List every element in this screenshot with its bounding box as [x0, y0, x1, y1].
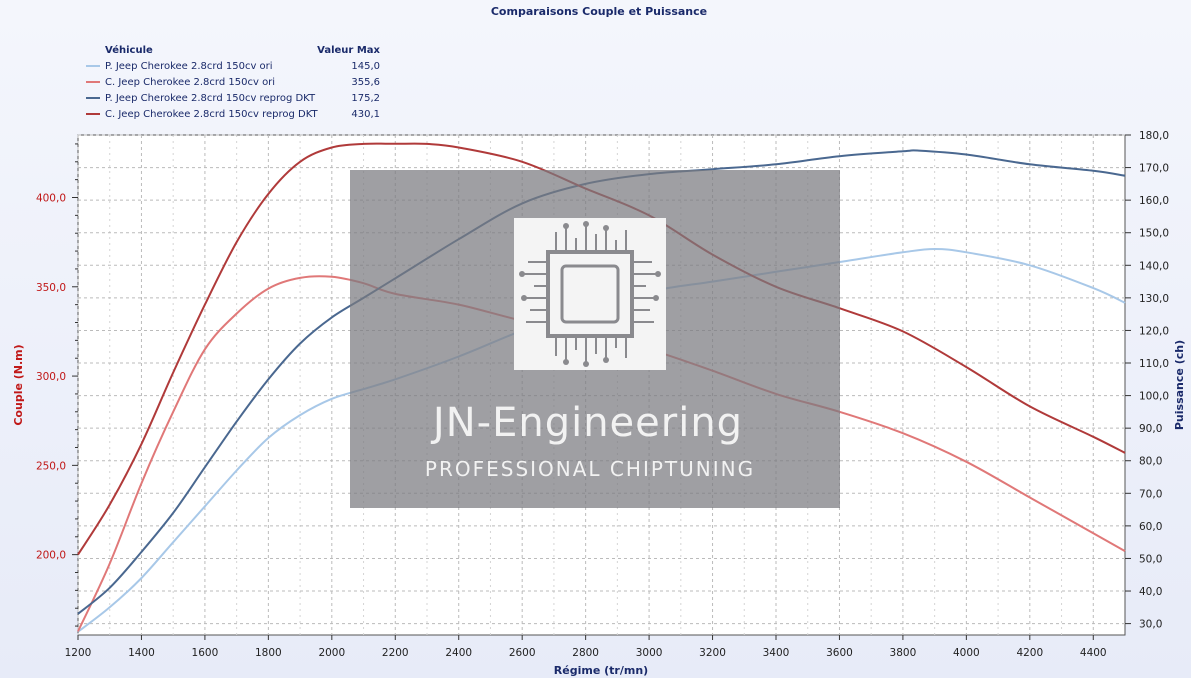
x-tick-label: 3000	[636, 647, 663, 659]
y-right-tick-label: 180,0	[1139, 130, 1169, 142]
x-tick-label: 4200	[1016, 647, 1043, 659]
series-line-torque-reprog	[77, 142, 1126, 556]
y-right-tick-label: 100,0	[1139, 391, 1169, 403]
x-tick-label: 3200	[699, 647, 726, 659]
chart-title: Comparaisons Couple et Puissance	[491, 5, 707, 18]
y-right-tick-label: 80,0	[1139, 456, 1162, 468]
x-tick-label: 4400	[1080, 647, 1107, 659]
y-right-tick-label: 50,0	[1139, 553, 1162, 565]
legend-header-value: Valeur Max	[317, 45, 380, 56]
y-right-tick-label: 150,0	[1139, 228, 1169, 240]
x-tick-label: 3800	[890, 647, 917, 659]
y-left-tick-label: 350,0	[36, 282, 66, 294]
y-axis-right: 30,0 40,0 50,0 60,0 70,0 80,0 90,0 100,0 110,0 12…	[1125, 130, 1169, 631]
legend-header-name: Véhicule	[105, 44, 153, 56]
x-tick-label: 2400	[445, 647, 472, 659]
x-tick-label: 1800	[255, 647, 282, 659]
x-tick-label: 2200	[382, 647, 409, 659]
x-tick-label: 2000	[318, 647, 345, 659]
legend-entry-name: C. Jeep Cherokee 2.8crd 150cv ori	[105, 77, 275, 88]
y-right-tick-label: 130,0	[1139, 293, 1169, 305]
x-tick-label: 2600	[509, 647, 536, 659]
y-right-tick-label: 30,0	[1139, 619, 1162, 631]
x-axis-label: Régime (tr/mn)	[554, 664, 648, 677]
x-tick-label: 3400	[763, 647, 790, 659]
legend-entry-value: 355,6	[351, 77, 380, 88]
y-right-tick-label: 140,0	[1139, 260, 1169, 272]
legend-entry-name: P. Jeep Cherokee 2.8crd 150cv ori	[105, 61, 273, 72]
y-axis-left: 200,0 250,0 300,0 350,0 400,0	[36, 143, 78, 627]
y-left-tick-label: 200,0	[36, 550, 66, 562]
x-tick-label: 1200	[65, 647, 92, 659]
y-right-tick-label: 120,0	[1139, 325, 1169, 337]
x-tick-label: 1400	[128, 647, 155, 659]
y-right-tick-label: 60,0	[1139, 521, 1162, 533]
y-left-tick-label: 400,0	[36, 193, 66, 205]
chip-logo-icon	[514, 218, 666, 370]
y-left-tick-label: 250,0	[36, 460, 66, 472]
y-right-tick-label: 90,0	[1139, 423, 1162, 435]
watermark: JN-Engineering PROFESSIONAL CHIPTUNING	[350, 170, 840, 508]
y-right-tick-label: 70,0	[1139, 488, 1162, 500]
y-axis-left-label: Couple (N.m)	[12, 344, 25, 425]
y-right-tick-label: 40,0	[1139, 586, 1162, 598]
watermark-subtitle: PROFESSIONAL CHIPTUNING	[425, 457, 755, 481]
y-right-tick-label: 110,0	[1139, 358, 1169, 370]
watermark-title: JN-Engineering	[430, 400, 743, 446]
y-axis-right-label: Puissance (ch)	[1173, 340, 1186, 430]
x-tick-label: 2800	[572, 647, 599, 659]
legend-entry-value: 145,0	[351, 61, 380, 72]
legend-entry-value: 430,1	[351, 109, 380, 120]
legend-entry-name: C. Jeep Cherokee 2.8crd 150cv reprog DKT	[105, 109, 318, 120]
y-right-tick-label: 160,0	[1139, 195, 1169, 207]
x-tick-label: 3600	[826, 647, 853, 659]
legend-entry-name: P. Jeep Cherokee 2.8crd 150cv reprog DKT	[105, 93, 316, 104]
y-right-tick-label: 170,0	[1139, 163, 1169, 175]
y-left-tick-label: 300,0	[36, 371, 66, 383]
legend: Véhicule Valeur Max P. Jeep Cherokee 2.8…	[86, 44, 381, 120]
x-axis: 1200 1400 1600 1800 2000 2200 2400 2600 2800 3000…	[65, 635, 1107, 659]
x-tick-label: 1600	[192, 647, 219, 659]
legend-entry-value: 175,2	[351, 93, 380, 104]
x-tick-label: 4000	[953, 647, 980, 659]
